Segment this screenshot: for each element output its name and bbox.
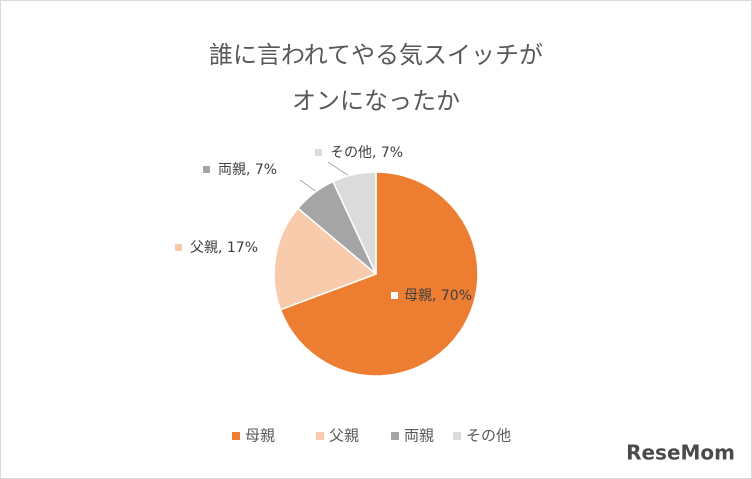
pie-slice	[279, 171, 479, 377]
label-key	[175, 244, 182, 251]
label-key	[203, 166, 210, 173]
label-key	[315, 149, 322, 156]
chart-title: 誰に言われてやる気スイッチが	[209, 41, 543, 69]
legend-key	[316, 432, 324, 440]
data-label: その他, 7%	[330, 145, 403, 161]
legend-label: その他	[466, 427, 511, 445]
legend-label: 両親	[404, 427, 434, 445]
legend-key	[232, 432, 240, 440]
legend-key	[391, 432, 399, 440]
data-label: 母親, 70%	[404, 288, 472, 304]
legend-label: 父親	[329, 427, 359, 445]
legend-label: 母親	[245, 427, 275, 445]
chart-title: オンになったか	[292, 87, 460, 115]
legend-key	[453, 432, 461, 440]
label-key	[389, 290, 400, 301]
pie-slice	[273, 207, 378, 311]
data-label: 両親, 7%	[218, 162, 277, 178]
data-label: 父親, 17%	[190, 240, 258, 256]
leader-line	[299, 179, 319, 194]
watermark: ReseMom	[626, 441, 735, 465]
pie-slice	[331, 171, 377, 275]
